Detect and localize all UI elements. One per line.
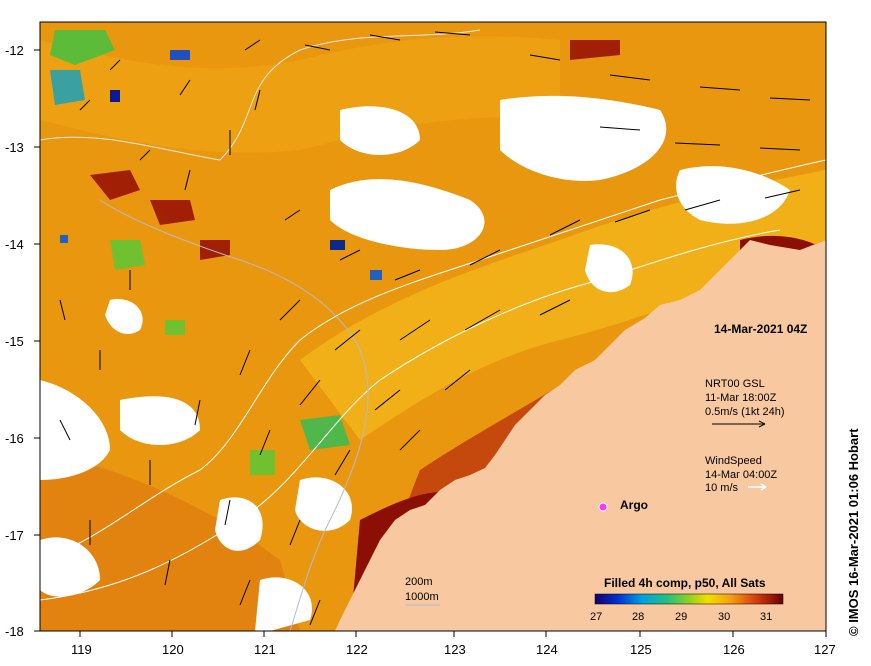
contour-200m-label: 200m xyxy=(405,576,433,588)
colorbar: Filled 4h comp, p50, All Sats 27 28 29 3… xyxy=(590,576,784,623)
wind-legend-line2: 14-Mar 04:00Z xyxy=(705,469,777,481)
plot-frame xyxy=(39,21,827,632)
wind-legend: WindSpeed 14-Mar 04:00Z 10 m/s xyxy=(705,455,777,494)
lat-tick-label: -15 xyxy=(5,334,24,349)
lon-tick-label: 125 xyxy=(630,642,652,657)
lon-tick-label: 122 xyxy=(346,642,368,657)
current-legend: NRT00 GSL 11-Mar 18:00Z 0.5m/s (1kt 24h) xyxy=(705,378,784,428)
wind-legend-line1: WindSpeed xyxy=(705,455,762,467)
sst-field xyxy=(40,22,826,631)
lon-tick-label: 124 xyxy=(536,642,558,657)
latitude-axis: -12 -13 -14 -15 -16 -17 -18 xyxy=(5,43,40,639)
colorbar-tick: 29 xyxy=(675,611,687,623)
argo-marker xyxy=(598,502,608,512)
current-scale-arrow-icon xyxy=(712,420,766,428)
lat-tick-label: -14 xyxy=(5,237,24,252)
lat-tick-label: -13 xyxy=(5,140,24,155)
date-label: 14-Mar-2021 04Z xyxy=(714,322,807,336)
current-legend-line2: 11-Mar 18:00Z xyxy=(705,392,777,404)
current-legend-line3: 0.5m/s (1kt 24h) xyxy=(705,406,784,418)
lon-tick-label: 121 xyxy=(254,642,276,657)
colorbar-tick: 27 xyxy=(590,611,602,623)
current-legend-line1: NRT00 GSL xyxy=(705,378,765,390)
lat-tick-label: -17 xyxy=(5,528,24,543)
credit-label: © IMOS 16-Mar-2021 01:06 Hobart xyxy=(846,428,861,636)
wind-legend-line3: 10 m/s xyxy=(705,482,739,494)
lat-tick-label: -18 xyxy=(5,624,24,639)
colorbar-gradient xyxy=(594,593,784,605)
lon-tick-label: 120 xyxy=(162,642,184,657)
lon-tick-label: 126 xyxy=(723,642,745,657)
lat-tick-label: -12 xyxy=(5,43,24,58)
colorbar-tick: 28 xyxy=(632,611,644,623)
lat-tick-label: -16 xyxy=(5,431,24,446)
lon-tick-label: 119 xyxy=(71,642,92,657)
longitude-axis: 119 120 121 122 123 124 125 126 127 xyxy=(71,631,836,657)
lon-tick-label: 127 xyxy=(814,642,836,657)
bathymetry-legend: 200m 1000m xyxy=(405,576,440,606)
argo-label: Argo xyxy=(620,498,648,512)
colorbar-title: Filled 4h comp, p50, All Sats xyxy=(604,576,766,590)
contour-1000m-label: 1000m xyxy=(405,591,439,603)
colorbar-tick: 30 xyxy=(718,611,730,623)
colorbar-tick: 31 xyxy=(760,611,772,623)
current-arrows xyxy=(59,31,811,626)
lon-tick-label: 123 xyxy=(444,642,466,657)
wind-scale-arrow-icon xyxy=(748,483,767,491)
land-mass xyxy=(335,240,826,631)
